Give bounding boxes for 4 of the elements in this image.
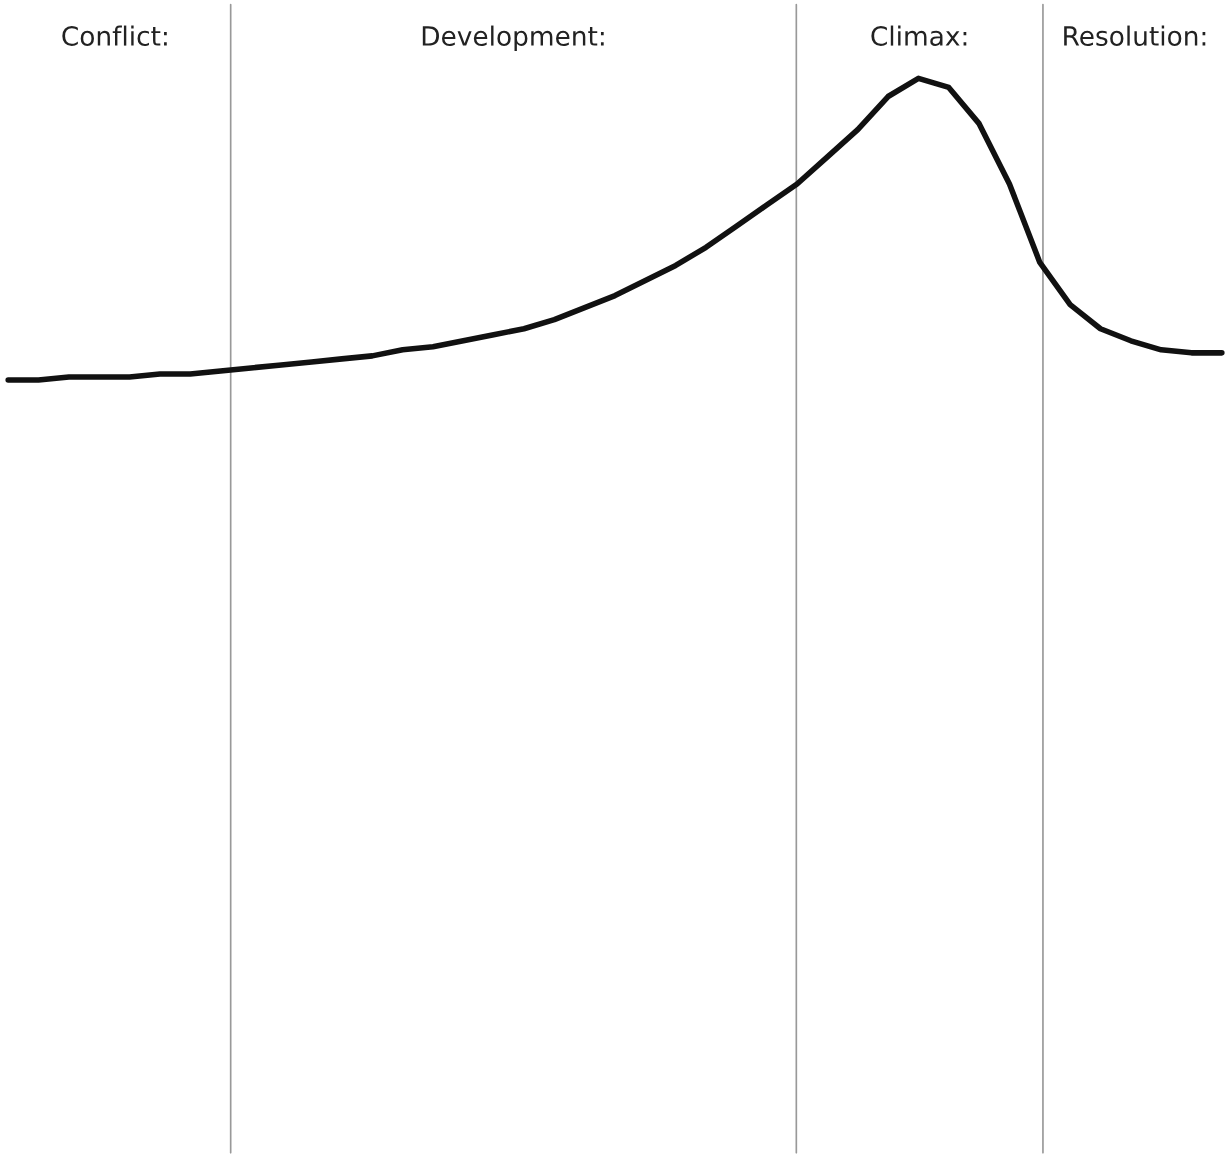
- text: Resolution:: [1064, 25, 1206, 46]
- text: Conflict:: [62, 25, 167, 46]
- text: Climax:: [871, 25, 967, 46]
- text: Development:: [422, 25, 604, 52]
